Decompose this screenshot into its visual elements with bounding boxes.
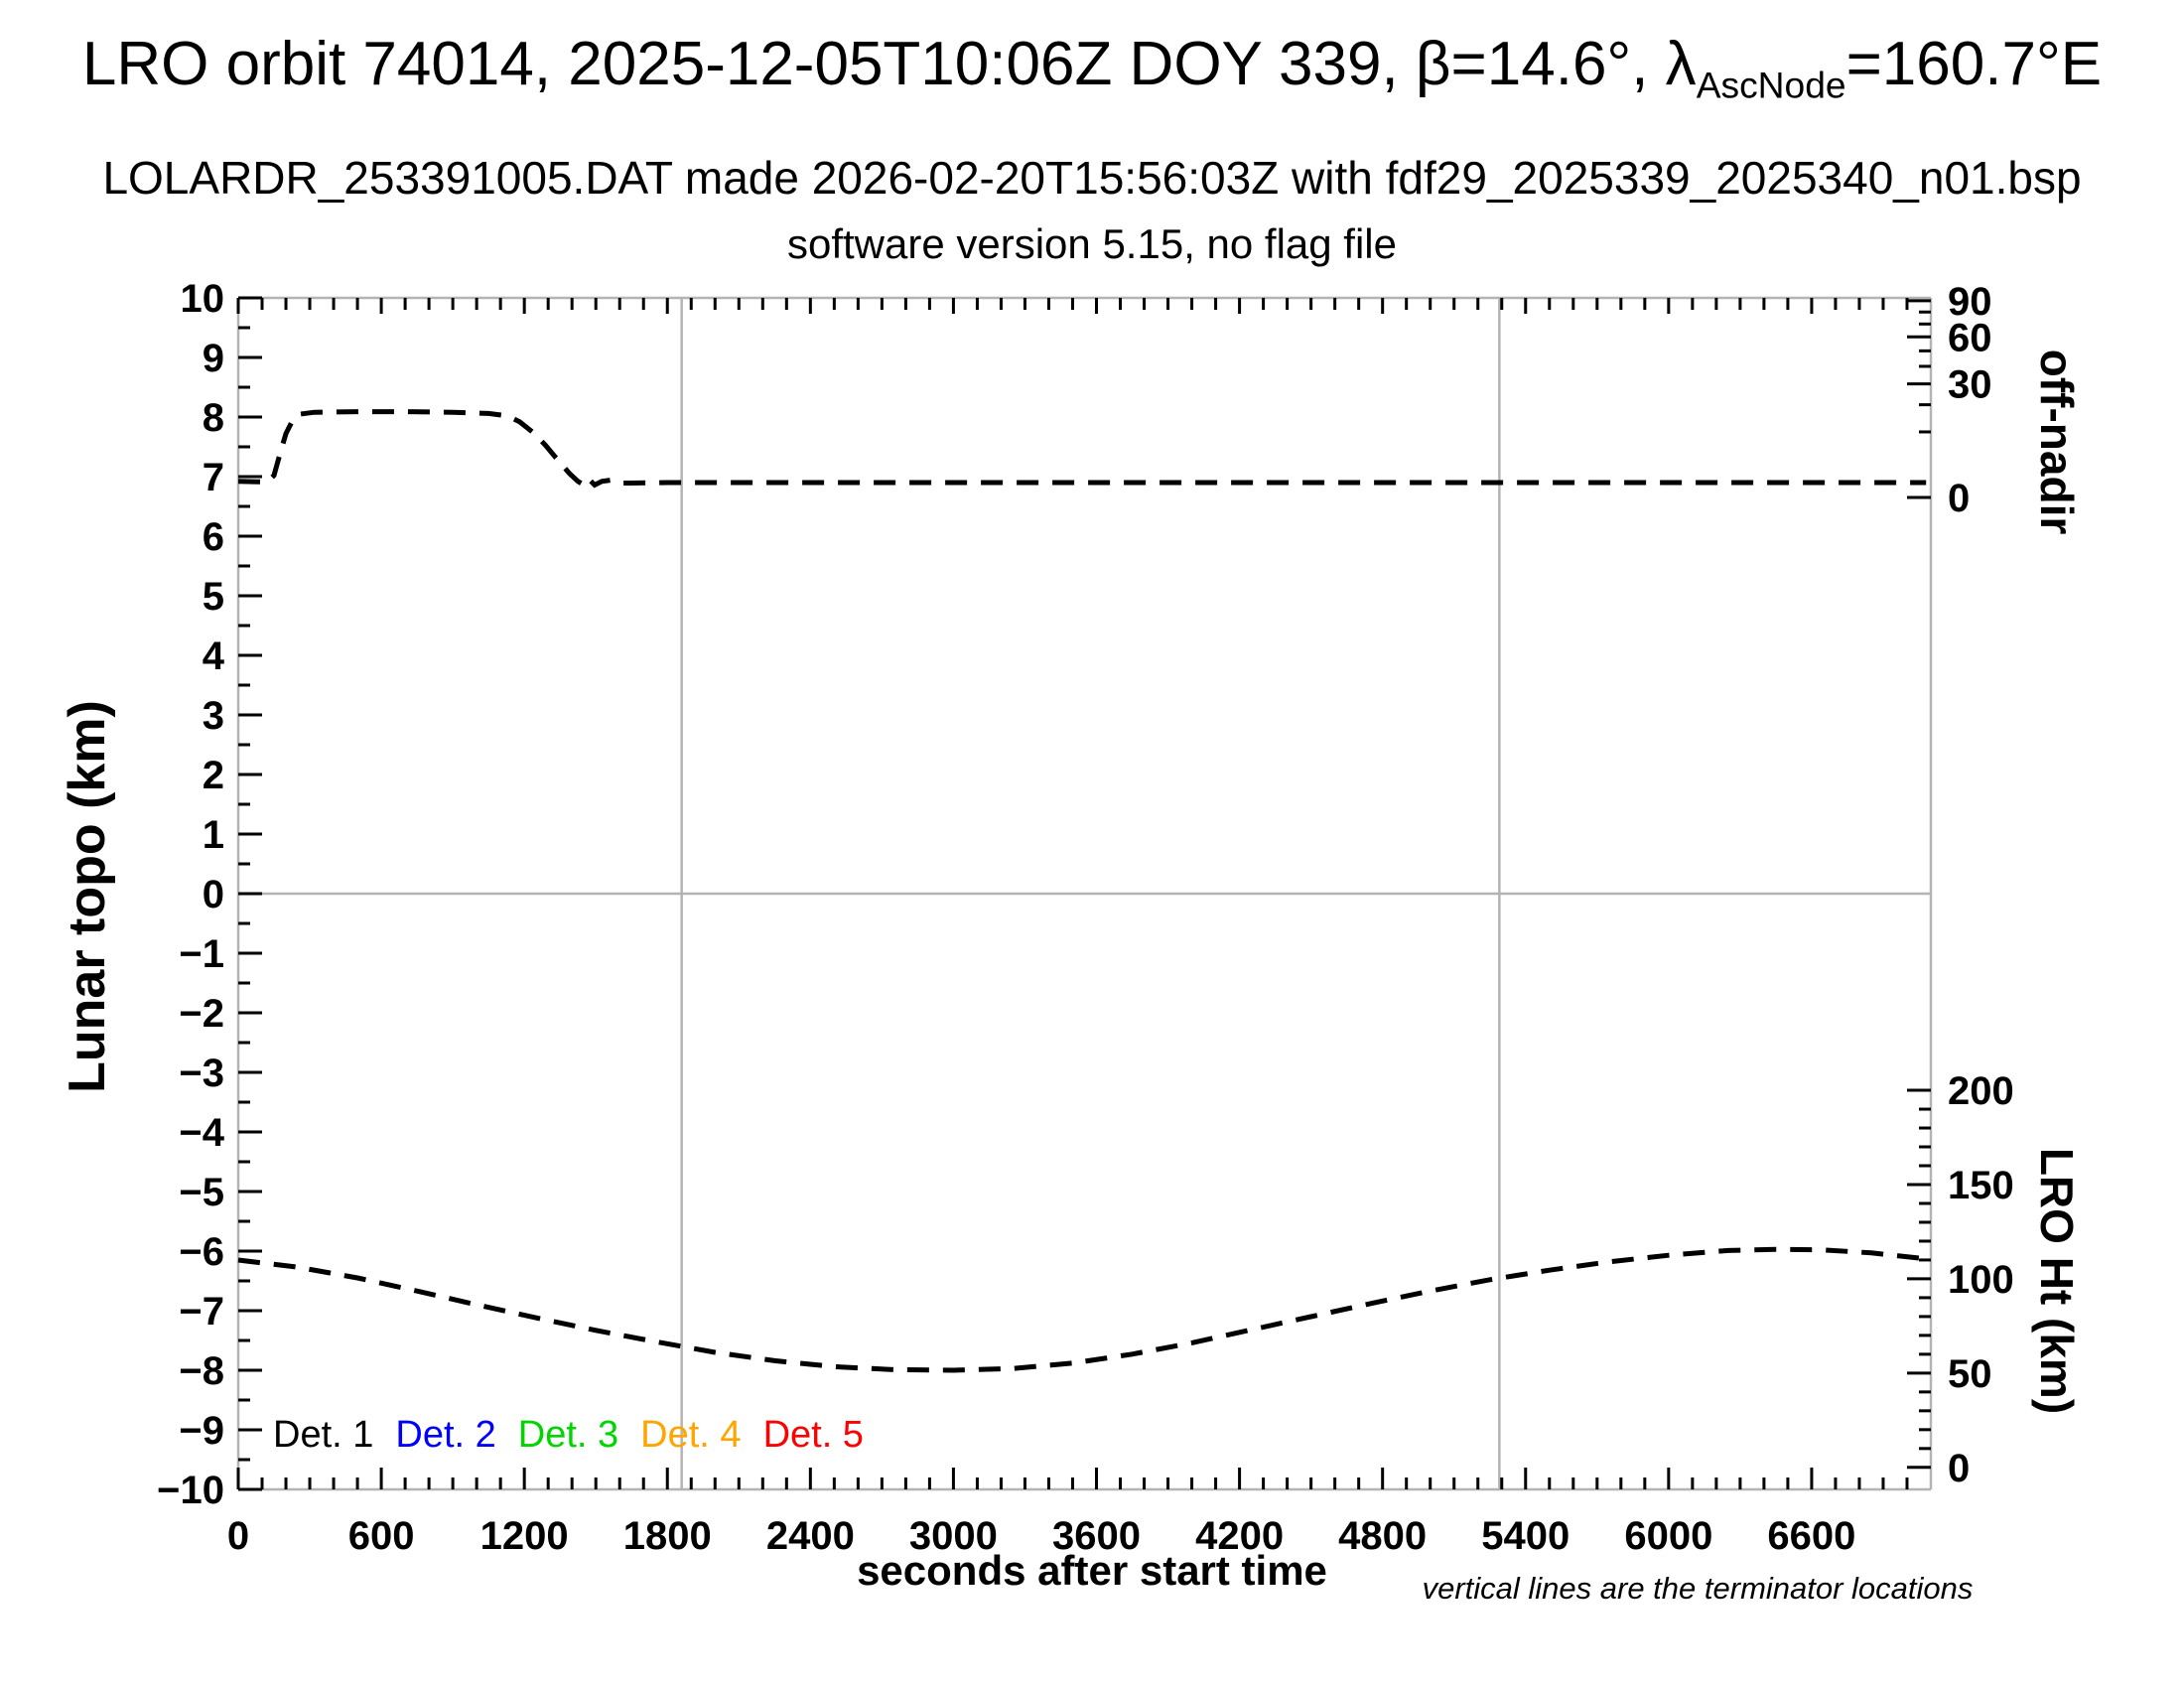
x-tick-label: 6000 <box>1624 1514 1712 1558</box>
y-left-tick-label: −5 <box>179 1171 224 1214</box>
lro-ht-tick-label: 50 <box>1948 1352 1992 1396</box>
detector-legend: Det. 1 Det. 2 Det. 3 Det. 4 Det. 5 <box>273 1414 864 1457</box>
x-tick-label: 3000 <box>909 1514 998 1558</box>
y-left-tick-label: 6 <box>203 515 224 559</box>
off-nadir-axis-title: off-nadir <box>2031 350 2083 535</box>
y-left-tick-label: −4 <box>179 1111 224 1155</box>
lro-height-curve <box>237 1246 1927 1373</box>
plot-subtitle-version: software version 5.15, no flag file <box>786 220 1397 267</box>
legend-item-det-4: Det. 4 <box>640 1414 742 1456</box>
x-tick-label: 1800 <box>623 1514 712 1558</box>
x-tick-label: 3600 <box>1052 1514 1141 1558</box>
y-left-tick-label: 9 <box>203 337 224 380</box>
x-tick-label: 5400 <box>1481 1514 1570 1558</box>
off-nadir-tick-label: 60 <box>1948 316 1992 359</box>
y-left-tick-label: 3 <box>203 694 224 738</box>
x-axis-title: seconds after start time <box>857 1547 1327 1594</box>
off-nadir-tick-label: 30 <box>1948 363 1992 407</box>
y-left-tick-label: −8 <box>179 1349 224 1393</box>
y-left-tick-label: 7 <box>203 456 224 499</box>
plot-title-main: LRO orbit 74014, 2025-12-05T10:06Z DOY 3… <box>81 30 1697 98</box>
x-tick-label: 1200 <box>480 1514 569 1558</box>
y-left-tick-label: −1 <box>179 932 224 976</box>
y-left-tick-label: 10 <box>181 277 225 321</box>
legend-item-det-1: Det. 1 <box>273 1414 374 1456</box>
y-left-tick-label: 8 <box>203 396 224 440</box>
y-left-axis-title: Lunar topo (km) <box>59 700 116 1093</box>
y-left-tick-label: −6 <box>179 1230 224 1274</box>
legend-item-det-2: Det. 2 <box>395 1414 496 1456</box>
legend-item-det-5: Det. 5 <box>762 1414 864 1456</box>
y-left-tick-label: 0 <box>203 873 224 916</box>
y-left-tick-label: −2 <box>179 992 224 1036</box>
x-tick-label: 600 <box>348 1514 415 1558</box>
terminator-footnote: vertical lines are the terminator locati… <box>1422 1571 1974 1606</box>
y-left-tick-label: −9 <box>179 1409 224 1453</box>
x-tick-label: 4200 <box>1195 1514 1284 1558</box>
y-left-tick-label: 5 <box>203 575 224 619</box>
plot-title-tail: =160.7°E <box>1845 30 2103 98</box>
plot-title: LRO orbit 74014, 2025-12-05T10:06Z DOY 3… <box>0 30 2184 103</box>
y-left-tick-label: −7 <box>179 1290 224 1334</box>
lro-ht-tick-label: 200 <box>1948 1069 2014 1113</box>
y-left-tick-label: 4 <box>203 634 225 678</box>
x-tick-label: 4800 <box>1338 1514 1427 1558</box>
off-nadir-tick-label: 0 <box>1948 477 1970 520</box>
y-left-tick-label: −3 <box>179 1052 224 1095</box>
lro-ht-tick-label: 100 <box>1948 1258 2014 1302</box>
lro-ht-tick-label: 150 <box>1948 1164 2014 1207</box>
x-tick-label: 6600 <box>1767 1514 1855 1558</box>
y-left-tick-label: 1 <box>203 813 224 857</box>
y-left-tick-label: −10 <box>157 1469 224 1512</box>
x-tick-label: 2400 <box>766 1514 855 1558</box>
plot-subtitle-filename: LOLARDR_253391005.DAT made 2026-02-20T15… <box>102 152 2082 204</box>
y-left-tick-label: 2 <box>203 754 224 797</box>
legend-item-det-3: Det. 3 <box>517 1414 619 1456</box>
x-tick-label: 0 <box>227 1514 249 1558</box>
lro-ht-axis-title: LRO Ht (km) <box>2031 1148 2083 1414</box>
lro-ht-tick-label: 0 <box>1948 1447 1970 1490</box>
plot-title-subscript: AscNode <box>1696 64 1846 106</box>
off-nadir-tick-label: 90 <box>1948 280 1992 324</box>
off-nadir-curve <box>237 409 1927 489</box>
